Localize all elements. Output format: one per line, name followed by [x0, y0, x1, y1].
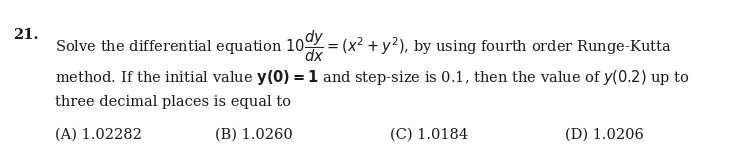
Text: (C) 1.0184: (C) 1.0184 [390, 128, 468, 142]
Text: method. If the initial value $\mathbf{y(0) = 1}$ and step-size is 0.1, then the : method. If the initial value $\mathbf{y(… [55, 68, 690, 87]
Text: (A) 1.02282: (A) 1.02282 [55, 128, 142, 142]
Text: 21.: 21. [13, 28, 39, 42]
Text: Solve the differential equation $10\dfrac{dy}{dx} = (x^2 + y^2)$, by using fourt: Solve the differential equation $10\dfra… [55, 28, 672, 63]
Text: three decimal places is equal to: three decimal places is equal to [55, 95, 291, 109]
Text: (D) 1.0206: (D) 1.0206 [565, 128, 644, 142]
Text: (B) 1.0260: (B) 1.0260 [215, 128, 293, 142]
